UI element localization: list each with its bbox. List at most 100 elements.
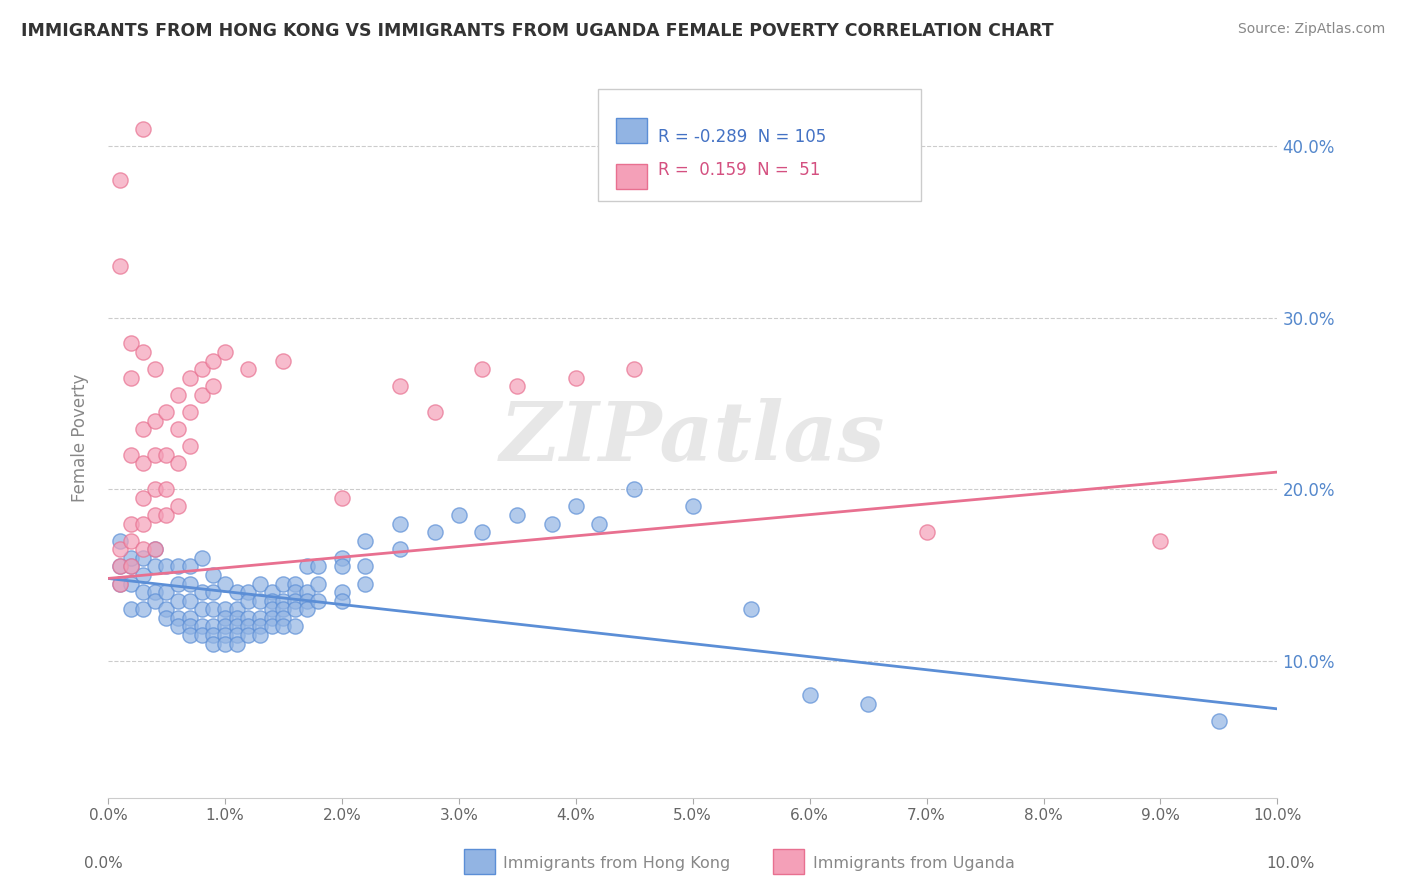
Point bbox=[108, 542, 131, 557]
Point bbox=[143, 593, 166, 607]
Text: ZIPatlas: ZIPatlas bbox=[501, 398, 886, 478]
Text: IMMIGRANTS FROM HONG KONG VS IMMIGRANTS FROM UGANDA FEMALE POVERTY CORRELATION C: IMMIGRANTS FROM HONG KONG VS IMMIGRANTS … bbox=[21, 22, 1053, 40]
Point bbox=[108, 576, 131, 591]
Point bbox=[389, 379, 412, 393]
Point bbox=[167, 593, 190, 607]
Point bbox=[284, 585, 307, 599]
Point bbox=[260, 602, 283, 616]
Point bbox=[120, 576, 142, 591]
Point bbox=[225, 602, 247, 616]
Y-axis label: Female Poverty: Female Poverty bbox=[72, 374, 89, 502]
Point bbox=[682, 500, 704, 514]
Point bbox=[108, 173, 131, 187]
Point bbox=[284, 602, 307, 616]
Point bbox=[179, 405, 201, 419]
Point bbox=[143, 414, 166, 428]
Point bbox=[190, 388, 212, 402]
Point bbox=[295, 602, 318, 616]
Point bbox=[273, 611, 295, 625]
Point bbox=[249, 611, 271, 625]
Point bbox=[354, 559, 377, 574]
Point bbox=[330, 593, 353, 607]
Point bbox=[202, 628, 225, 642]
Point bbox=[202, 353, 225, 368]
Point bbox=[214, 602, 236, 616]
Point bbox=[588, 516, 610, 531]
Point bbox=[190, 550, 212, 565]
Point bbox=[143, 585, 166, 599]
Point bbox=[541, 516, 564, 531]
Point bbox=[132, 491, 155, 505]
Point bbox=[179, 370, 201, 384]
Point bbox=[214, 345, 236, 359]
Point bbox=[155, 448, 177, 462]
Point bbox=[179, 559, 201, 574]
Point bbox=[190, 619, 212, 633]
Point bbox=[179, 628, 201, 642]
Point bbox=[143, 542, 166, 557]
Point bbox=[167, 619, 190, 633]
Text: 0.0%: 0.0% bbox=[84, 856, 124, 871]
Point bbox=[799, 688, 821, 702]
Point bbox=[132, 422, 155, 436]
Point bbox=[471, 362, 494, 376]
Point bbox=[506, 379, 529, 393]
Point bbox=[389, 516, 412, 531]
Point bbox=[564, 500, 586, 514]
Point bbox=[214, 619, 236, 633]
Point bbox=[108, 259, 131, 273]
Point bbox=[249, 593, 271, 607]
Point bbox=[354, 576, 377, 591]
Point bbox=[330, 491, 353, 505]
Point bbox=[260, 585, 283, 599]
Point bbox=[167, 422, 190, 436]
Point bbox=[249, 628, 271, 642]
Point bbox=[167, 576, 190, 591]
Point bbox=[120, 559, 142, 574]
Point bbox=[108, 576, 131, 591]
Point bbox=[132, 542, 155, 557]
Point bbox=[284, 576, 307, 591]
Point bbox=[108, 533, 131, 548]
Point bbox=[260, 619, 283, 633]
Point bbox=[225, 628, 247, 642]
Point bbox=[202, 602, 225, 616]
Point bbox=[120, 336, 142, 351]
Point bbox=[225, 611, 247, 625]
Point bbox=[260, 611, 283, 625]
Point bbox=[214, 628, 236, 642]
Point bbox=[155, 482, 177, 496]
Text: Source: ZipAtlas.com: Source: ZipAtlas.com bbox=[1237, 22, 1385, 37]
Point bbox=[132, 568, 155, 582]
Point bbox=[202, 619, 225, 633]
Point bbox=[108, 559, 131, 574]
Point bbox=[389, 542, 412, 557]
Point bbox=[132, 457, 155, 471]
Point bbox=[132, 550, 155, 565]
Point bbox=[202, 379, 225, 393]
Point bbox=[132, 585, 155, 599]
Point bbox=[284, 593, 307, 607]
Point bbox=[202, 637, 225, 651]
Point bbox=[447, 508, 470, 522]
Point bbox=[120, 448, 142, 462]
Point bbox=[214, 611, 236, 625]
Point bbox=[273, 593, 295, 607]
Point bbox=[155, 602, 177, 616]
Point bbox=[425, 405, 447, 419]
Point bbox=[155, 559, 177, 574]
Point bbox=[120, 602, 142, 616]
Point bbox=[120, 370, 142, 384]
Point bbox=[132, 602, 155, 616]
Point bbox=[179, 619, 201, 633]
Point bbox=[623, 482, 645, 496]
Point bbox=[238, 611, 260, 625]
Point bbox=[202, 585, 225, 599]
Point bbox=[132, 516, 155, 531]
Point bbox=[155, 585, 177, 599]
Point bbox=[238, 362, 260, 376]
Point bbox=[330, 559, 353, 574]
Point bbox=[214, 637, 236, 651]
Point bbox=[260, 593, 283, 607]
Point bbox=[167, 611, 190, 625]
